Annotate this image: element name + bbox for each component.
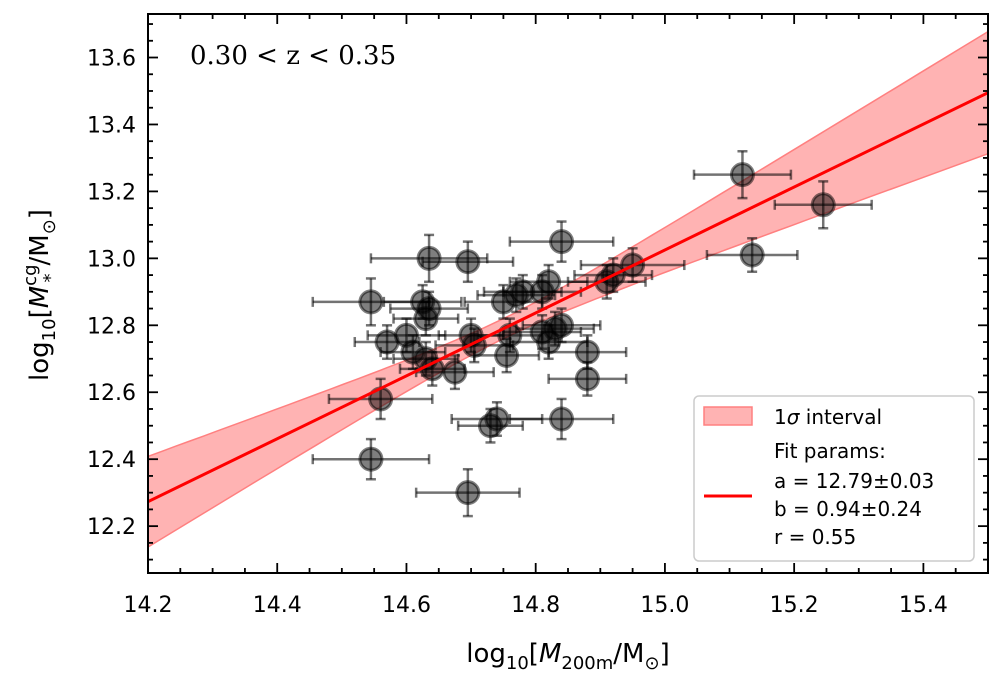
- x-tick-label: 14.4: [253, 593, 302, 618]
- data-point: [414, 467, 521, 518]
- data-point: [705, 237, 799, 273]
- data-point: [773, 180, 873, 230]
- data-points-layer: [311, 149, 873, 518]
- y-tick-label: 12.2: [87, 515, 136, 540]
- y-axis-label: log10[Mcg*/M⊙]: [20, 209, 61, 381]
- data-point: [414, 354, 495, 391]
- data-point-marker: [536, 269, 562, 295]
- tick-labels-layer: 14.2 14.4 14.6 14.8 15.0 15.2 15.4 12.2 12.4 12.6…: [87, 47, 948, 618]
- y-tick-label: 13.4: [87, 113, 136, 138]
- y-tick-label: 13.2: [87, 180, 136, 205]
- ticks-layer: [147, 14, 989, 573]
- x-tick-label: 15.0: [640, 593, 689, 618]
- fit-line: [148, 91, 988, 504]
- data-point: [547, 360, 628, 397]
- data-point-marker: [549, 229, 575, 255]
- data-point-marker: [574, 366, 600, 392]
- x-tick-label: 14.2: [124, 593, 173, 618]
- data-point: [327, 377, 434, 421]
- data-point: [521, 307, 602, 344]
- data-point: [547, 334, 628, 371]
- data-point-marker: [729, 162, 755, 188]
- data-point-marker: [416, 296, 442, 322]
- x-axis-label: log10[M200m/M⊙]: [466, 639, 669, 674]
- data-point-marker: [494, 342, 520, 368]
- panel-title: 0.30 < z < 0.35: [190, 41, 396, 71]
- data-point: [389, 290, 470, 327]
- data-point-marker: [484, 406, 510, 432]
- data-point: [692, 149, 793, 200]
- legend-band-swatch: [703, 406, 753, 426]
- data-point-marker: [358, 289, 384, 315]
- y-tick-label: 12.6: [87, 381, 136, 406]
- y-tick-label: 12.4: [87, 448, 136, 473]
- legend-param-a: a = 12.79±0.03: [774, 469, 934, 493]
- data-point-marker: [549, 406, 575, 432]
- data-point: [508, 397, 615, 441]
- legend: 1σ interval Fit params: a = 12.79±0.03 b…: [693, 395, 975, 562]
- data-point: [311, 437, 431, 481]
- data-point-marker: [358, 446, 384, 472]
- legend-fit-title: Fit params:: [774, 439, 886, 463]
- x-tick-label: 15.2: [770, 593, 819, 618]
- x-tick-label: 14.6: [382, 593, 431, 618]
- x-tick-label: 15.4: [899, 593, 948, 618]
- data-point: [421, 240, 515, 284]
- y-tick-label: 13.6: [87, 47, 136, 72]
- data-point: [508, 220, 615, 263]
- data-point-marker: [549, 312, 575, 338]
- legend-param-r: r = 0.55: [774, 525, 856, 549]
- data-point-marker: [455, 480, 481, 506]
- x-tick-label: 14.8: [511, 593, 560, 618]
- fit-line-layer: [148, 91, 988, 504]
- data-point-marker: [810, 192, 836, 218]
- y-tick-label: 13.0: [87, 247, 136, 272]
- legend-band-label: 1σ interval: [774, 405, 882, 429]
- data-point-marker: [442, 359, 468, 385]
- legend-param-b: b = 0.94±0.24: [774, 497, 922, 521]
- data-point-marker: [574, 339, 600, 365]
- legend-box: [693, 395, 975, 562]
- data-point-marker: [455, 249, 481, 275]
- data-point-marker: [739, 242, 765, 268]
- y-tick-label: 12.8: [87, 314, 136, 339]
